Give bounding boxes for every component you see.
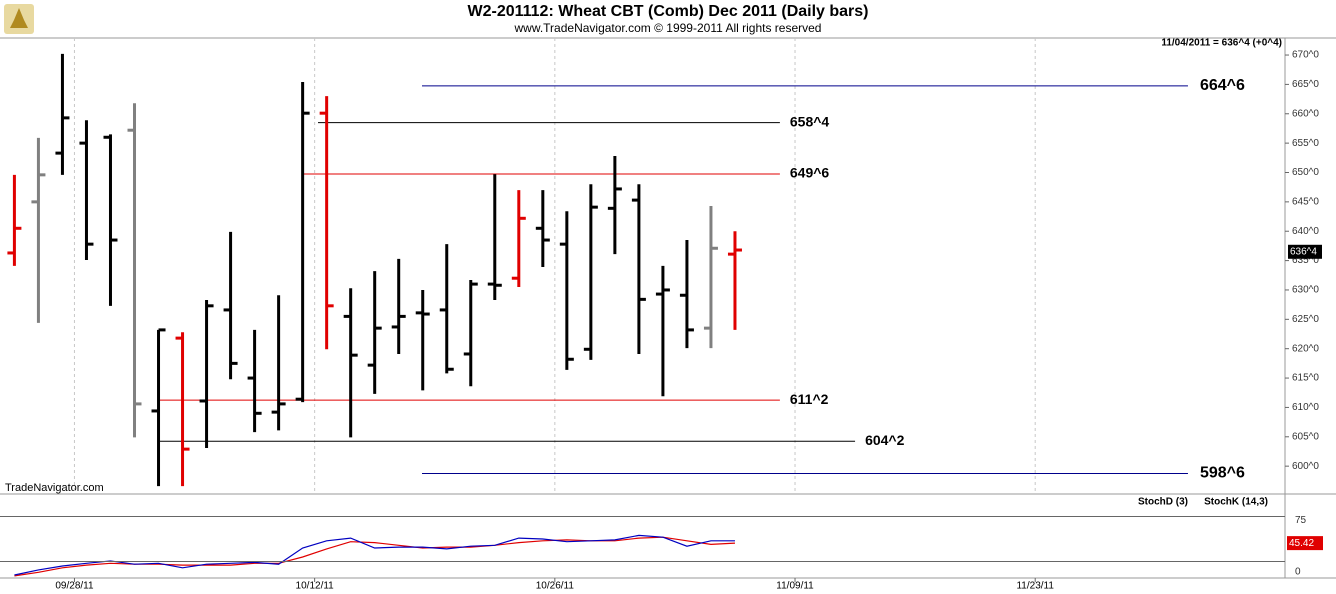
level-label: 664^6 xyxy=(1200,77,1245,94)
chart-title: W2-201112: Wheat CBT (Comb) Dec 2011 (Da… xyxy=(467,3,868,20)
y-tick-label: 615^0 xyxy=(1292,373,1319,384)
logo xyxy=(4,4,34,34)
level-label: 649^6 xyxy=(790,165,830,181)
x-tick-label: 11/09/11 xyxy=(776,581,814,592)
quote: 11/04/2011 = 636^4 (+0^4) xyxy=(1161,38,1282,49)
y-tick-label: 655^0 xyxy=(1292,138,1319,149)
last-price-label: 636^4 xyxy=(1290,246,1317,257)
legend-entry: StochK (14,3) xyxy=(1204,497,1268,508)
chart-subtitle: www.TradeNavigator.com © 1999-2011 All r… xyxy=(514,21,822,35)
level-label: 658^4 xyxy=(790,113,830,129)
y-tick-label: 620^0 xyxy=(1292,343,1319,354)
indicator-plot xyxy=(14,534,736,577)
x-tick-label: 10/12/11 xyxy=(296,581,335,592)
y-tick-label: 670^0 xyxy=(1292,50,1319,61)
y-tick-label: 630^0 xyxy=(1292,285,1319,296)
y-tick-label: 0 xyxy=(1295,567,1301,578)
y-tick-label: 635^0 xyxy=(1292,255,1319,266)
level-label: 598^6 xyxy=(1200,465,1245,482)
logo-shape xyxy=(10,8,28,28)
indicator-line xyxy=(14,534,735,576)
level-label: 604^2 xyxy=(865,432,905,448)
y-tick-label: 650^0 xyxy=(1292,167,1319,178)
x-tick-label: 11/23/11 xyxy=(1016,581,1054,592)
y-tick-label: 600^0 xyxy=(1292,461,1319,472)
y-tick-label: 645^0 xyxy=(1292,197,1319,208)
y-tick-label: 665^0 xyxy=(1292,79,1319,90)
legend-entry: StochD (3) xyxy=(1138,497,1188,508)
y-tick-label: 660^0 xyxy=(1292,108,1319,119)
y-tick-label: 625^0 xyxy=(1292,314,1319,325)
y-tick-label: 605^0 xyxy=(1292,431,1319,442)
indicator-value-label: 45.42 xyxy=(1289,538,1314,549)
indicator-value-box xyxy=(1287,536,1323,551)
x-tick-label: 09/28/11 xyxy=(55,581,94,592)
watermark: TradeNavigator.com xyxy=(5,482,104,494)
y-tick-label: 640^0 xyxy=(1292,226,1319,237)
y-tick-label: 610^0 xyxy=(1292,402,1319,413)
level-label: 611^2 xyxy=(790,391,829,407)
x-tick-label: 10/26/11 xyxy=(536,581,575,592)
y-tick-label: 75 xyxy=(1295,515,1307,526)
last-price-box xyxy=(1288,244,1322,259)
